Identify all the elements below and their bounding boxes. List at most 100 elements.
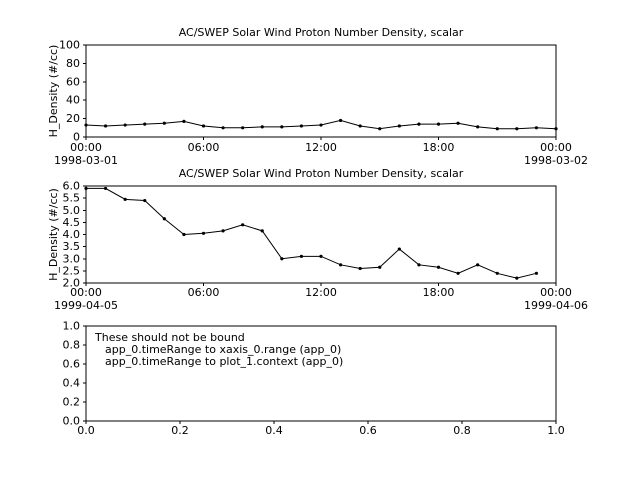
x-end-date-label: 1999-04-06 bbox=[524, 299, 588, 312]
data-marker bbox=[182, 119, 186, 123]
plot-title: AC/SWEP Solar Wind Proton Number Density… bbox=[179, 26, 464, 39]
plot-1[interactable]: 2.02.53.03.54.04.55.05.56.0 00:00 06:00 12:… bbox=[47, 167, 588, 312]
annotation-line: app_0.timeRange to plot_1.context (app_0… bbox=[105, 355, 343, 368]
data-marker bbox=[554, 127, 558, 131]
y-tick-label: 2.0 bbox=[63, 277, 81, 290]
data-marker bbox=[299, 254, 304, 258]
data-marker bbox=[397, 124, 401, 128]
data-line bbox=[86, 187, 537, 279]
x-start-date-label: 1998-03-01 bbox=[54, 154, 118, 167]
annotation-line: These should not be bound bbox=[94, 331, 245, 344]
x-tick-label: 06:00 bbox=[188, 141, 220, 154]
y-tick-label: 6.0 bbox=[63, 180, 81, 193]
data-marker bbox=[515, 276, 519, 280]
data-marker bbox=[319, 123, 323, 127]
y-tick-label: 80 bbox=[66, 57, 80, 70]
data-marker bbox=[436, 122, 441, 126]
data-marker bbox=[378, 265, 382, 269]
y-tick-label: 0.0 bbox=[63, 415, 81, 428]
data-marker bbox=[241, 126, 245, 130]
x-tick-label: 18:00 bbox=[423, 141, 455, 154]
data-marker bbox=[241, 223, 245, 227]
x-tick-label: 0.8 bbox=[453, 424, 471, 437]
data-marker bbox=[436, 265, 441, 269]
data-marker bbox=[143, 122, 147, 126]
y-tick-label: 4.0 bbox=[63, 228, 81, 241]
y-tick-label: 20 bbox=[66, 112, 80, 125]
y-tick-label: 3.5 bbox=[63, 240, 81, 253]
data-marker bbox=[476, 263, 480, 267]
y-tick-label: 2.5 bbox=[63, 264, 81, 277]
plot-2[interactable]: 0.0 0.2 0.4 0.6 0.8 1.0 0.0 0.2 0.4 0.6 0.8 1.0 Thes… bbox=[63, 320, 565, 438]
data-marker bbox=[280, 125, 284, 129]
plot-title: AC/SWEP Solar Wind Proton Number Density… bbox=[179, 167, 464, 180]
x-start-date-label: 1999-04-05 bbox=[54, 299, 118, 312]
data-marker bbox=[358, 266, 362, 271]
x-tick-label: 18:00 bbox=[423, 286, 455, 299]
data-marker bbox=[476, 125, 480, 129]
data-marker bbox=[84, 123, 88, 127]
data-marker bbox=[515, 127, 519, 131]
data-marker bbox=[260, 229, 264, 233]
x-tick-label: 0.4 bbox=[265, 424, 283, 437]
data-marker bbox=[260, 125, 264, 129]
data-marker bbox=[534, 271, 539, 275]
data-marker bbox=[338, 263, 343, 267]
y-tick-label: 3.0 bbox=[63, 252, 81, 265]
data-marker bbox=[417, 122, 421, 126]
data-marker bbox=[84, 186, 88, 191]
y-tick-label: 1.0 bbox=[63, 320, 81, 333]
y-tick-label: 40 bbox=[66, 94, 80, 107]
y-tick-label: 5.0 bbox=[63, 204, 81, 217]
y-axis-label: H_Density (#/cc) bbox=[47, 45, 60, 138]
x-tick-label: 06:00 bbox=[188, 286, 220, 299]
data-marker bbox=[143, 198, 147, 203]
data-marker bbox=[397, 247, 401, 251]
data-marker bbox=[162, 121, 166, 125]
y-tick-label: 100 bbox=[59, 39, 80, 52]
data-marker bbox=[456, 121, 460, 125]
plot-0[interactable]: 0 20 40 60 80 100 00:00 06:00 12:00 18:00 00:00 AC/… bbox=[47, 26, 588, 167]
data-marker bbox=[338, 118, 343, 123]
data-marker bbox=[123, 197, 127, 201]
data-marker bbox=[534, 126, 539, 130]
y-tick-label: 0.2 bbox=[63, 396, 81, 409]
plot-frame bbox=[85, 325, 557, 422]
x-tick-label: 0.0 bbox=[77, 424, 95, 437]
x-tick-label: 12:00 bbox=[305, 286, 337, 299]
x-tick-label: 00:00 bbox=[540, 141, 572, 154]
data-marker bbox=[319, 254, 323, 258]
data-marker bbox=[417, 263, 421, 267]
y-axis-label: H_Density (#/cc) bbox=[47, 188, 60, 281]
y-tick-label: 5.5 bbox=[63, 192, 81, 205]
y-tick-label: 0.8 bbox=[63, 339, 81, 352]
x-tick-label: 1.0 bbox=[547, 424, 565, 437]
data-marker bbox=[280, 257, 284, 261]
data-marker bbox=[221, 229, 225, 233]
x-tick-label: 0.6 bbox=[359, 424, 377, 437]
data-marker bbox=[299, 124, 304, 128]
data-marker bbox=[495, 271, 499, 275]
data-marker bbox=[358, 124, 362, 128]
data-marker bbox=[182, 232, 186, 237]
annotation-line: app_0.timeRange to xaxis_0.range (app_0) bbox=[105, 343, 341, 356]
y-tick-label: 0.4 bbox=[63, 377, 81, 390]
x-tick-label: 00:00 bbox=[540, 286, 572, 299]
y-tick-label: 60 bbox=[66, 75, 80, 88]
x-tick-label: 00:00 bbox=[70, 286, 102, 299]
y-tick-label: 0.6 bbox=[63, 358, 81, 371]
data-marker bbox=[456, 271, 460, 275]
data-marker bbox=[221, 126, 225, 130]
data-marker bbox=[123, 123, 127, 127]
data-marker bbox=[201, 124, 206, 128]
x-tick-label: 00:00 bbox=[70, 141, 102, 154]
x-tick-label: 12:00 bbox=[305, 141, 337, 154]
y-tick-label: 0 bbox=[73, 131, 80, 144]
data-marker bbox=[378, 127, 382, 131]
y-tick-label: 4.5 bbox=[63, 216, 81, 229]
data-marker bbox=[201, 231, 206, 235]
data-marker bbox=[495, 127, 499, 131]
x-end-date-label: 1998-03-02 bbox=[524, 154, 588, 167]
